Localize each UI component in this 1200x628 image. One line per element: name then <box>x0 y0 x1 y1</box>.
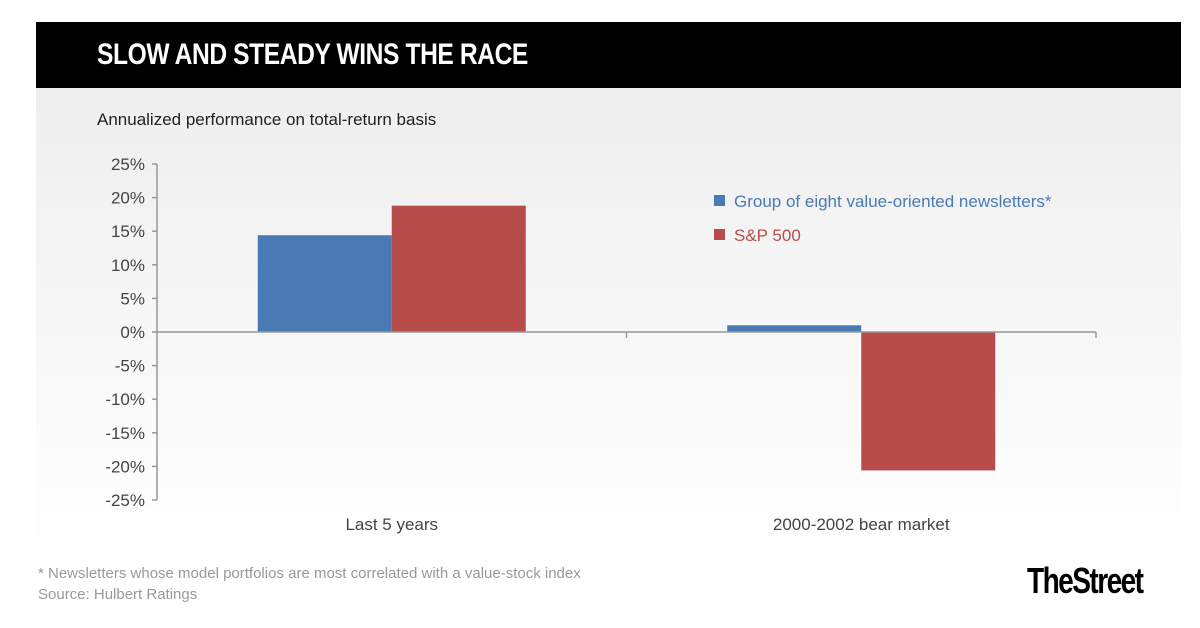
y-tick-label: 0% <box>120 323 145 342</box>
chart-subtitle: Annualized performance on total-return b… <box>97 110 437 129</box>
thestreet-logo: TheStreet <box>1027 560 1144 601</box>
legend-label: S&P 500 <box>734 226 801 245</box>
y-tick-label: -10% <box>105 390 145 409</box>
bar-newsletters <box>727 325 862 332</box>
y-tick-label: -20% <box>105 457 145 476</box>
y-tick-label: -5% <box>115 357 145 376</box>
bar-newsletters <box>257 235 392 332</box>
legend-label: Group of eight value-oriented newsletter… <box>734 192 1052 211</box>
footnote: * Newsletters whose model portfolios are… <box>38 565 581 582</box>
legend-swatch <box>714 229 725 240</box>
source-note: Source: Hulbert Ratings <box>38 586 198 603</box>
y-tick-label: -25% <box>105 491 145 510</box>
chart-title: SLOW AND STEADY WINS THE RACE <box>97 38 528 71</box>
y-tick-label: 25% <box>111 155 145 174</box>
legend-swatch <box>714 195 725 206</box>
title-bar <box>36 22 1181 88</box>
y-tick-label: 15% <box>111 222 145 241</box>
y-tick-label: 5% <box>120 289 145 308</box>
y-tick-label: -15% <box>105 424 145 443</box>
x-tick-label: Last 5 years <box>345 515 438 534</box>
bar-sp500 <box>861 332 996 471</box>
y-tick-label: 20% <box>111 189 145 208</box>
y-tick-label: 10% <box>111 256 145 275</box>
x-tick-label: 2000-2002 bear market <box>773 515 950 534</box>
bar-sp500 <box>391 205 526 332</box>
chart-background <box>36 22 1181 612</box>
